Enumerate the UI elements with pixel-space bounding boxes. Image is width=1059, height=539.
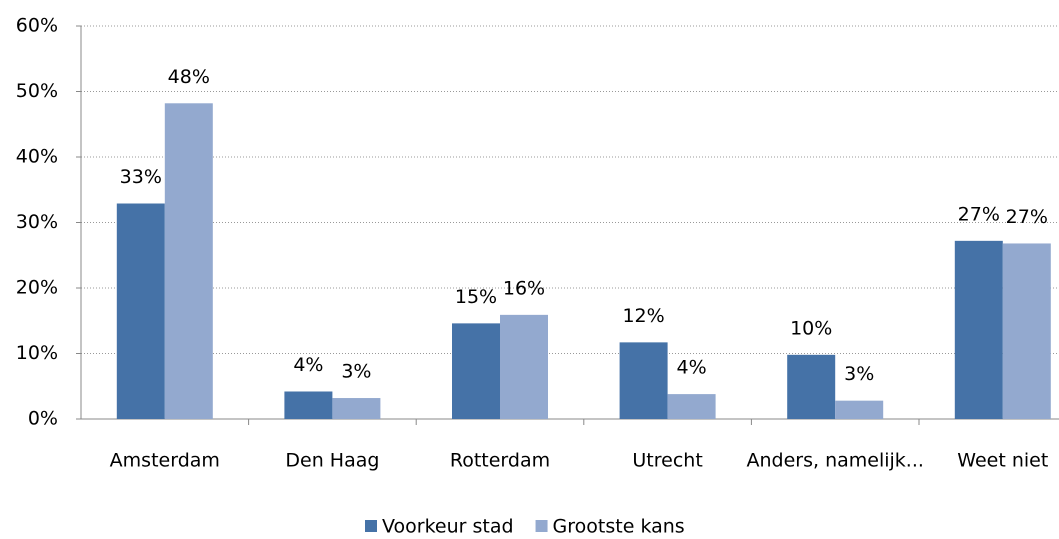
bar <box>1002 243 1051 419</box>
y-tick-label: 20% <box>16 277 58 299</box>
legend-label: Grootste kans <box>553 516 685 538</box>
x-tick-label: Anders, namelijk... <box>746 450 923 472</box>
value-label: 10% <box>790 317 832 339</box>
bar <box>954 240 1003 419</box>
value-label: 48% <box>168 66 210 88</box>
x-tick-label: Utrecht <box>632 450 702 472</box>
x-tick-label: Rotterdam <box>450 450 550 472</box>
legend-swatch <box>535 520 548 532</box>
value-label: 4% <box>293 354 323 376</box>
legend-label: Voorkeur stad <box>382 516 514 538</box>
y-tick-label: 40% <box>16 146 58 168</box>
bar <box>164 103 213 419</box>
value-label: 4% <box>677 357 707 379</box>
bar <box>452 323 500 419</box>
value-label: 3% <box>341 361 371 383</box>
bar <box>116 203 165 419</box>
bar <box>787 354 836 419</box>
value-label: 15% <box>455 286 497 308</box>
x-tick-label: Den Haag <box>285 450 379 472</box>
bar <box>835 400 884 419</box>
bar <box>667 394 716 419</box>
y-tick-label: 0% <box>28 408 58 430</box>
value-label: 16% <box>503 277 545 299</box>
bar <box>500 314 548 419</box>
legend-swatch <box>365 520 377 532</box>
bar <box>332 398 381 419</box>
value-label: 27% <box>958 203 1000 225</box>
value-label: 3% <box>844 363 874 385</box>
y-tick-label: 30% <box>16 211 58 233</box>
value-label: 33% <box>120 166 162 188</box>
value-label: 27% <box>1006 206 1048 228</box>
bar <box>619 342 668 419</box>
x-tick-label: Weet niet <box>957 450 1048 472</box>
y-tick-label: 60% <box>16 15 58 37</box>
value-label: 12% <box>622 305 664 327</box>
bar <box>284 391 333 419</box>
y-tick-label: 50% <box>16 80 58 102</box>
x-tick-label: Amsterdam <box>110 450 220 472</box>
y-tick-label: 10% <box>16 342 58 364</box>
